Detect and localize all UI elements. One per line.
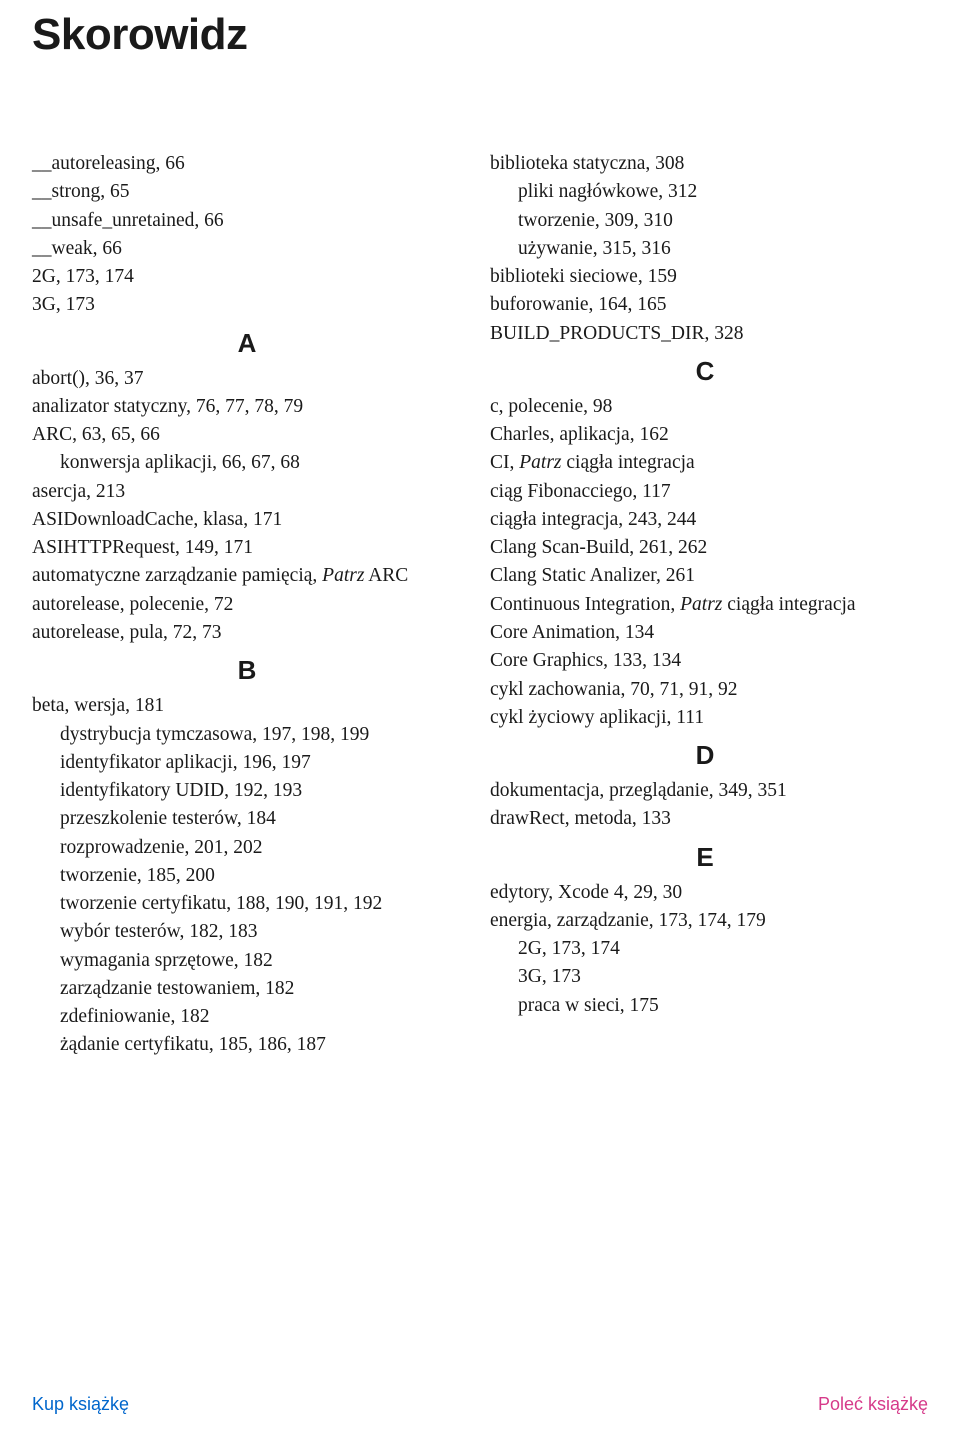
index-entry: edytory, Xcode 4, 29, 30 [490, 879, 920, 907]
index-subentry: konwersja aplikacji, 66, 67, 68 [32, 449, 462, 477]
index-subentry: 3G, 173 [490, 963, 920, 991]
index-entry: Core Animation, 134 [490, 619, 920, 647]
index-entry: drawRect, metoda, 133 [490, 805, 920, 833]
index-entry: ARC, 63, 65, 66 [32, 421, 462, 449]
index-entry: ciągła integracja, 243, 244 [490, 506, 920, 534]
index-subentry: 2G, 173, 174 [490, 935, 920, 963]
index-subentry: identyfikatory UDID, 192, 193 [32, 777, 462, 805]
index-columns: __autoreleasing, 66 __strong, 65 __unsaf… [32, 150, 928, 1060]
section-heading-d: D [490, 740, 920, 771]
index-entry: ASIHTTPRequest, 149, 171 [32, 534, 462, 562]
index-entry: Clang Static Analizer, 261 [490, 562, 920, 590]
entry-text-pre: CI, [490, 452, 519, 473]
page-footer: Kup książkę Poleć książkę [32, 1394, 928, 1415]
entry-text-post: ciągła integracja [562, 452, 695, 473]
index-entry: BUILD_PRODUCTS_DIR, 328 [490, 320, 920, 348]
index-entry: 2G, 173, 174 [32, 263, 462, 291]
index-subentry: dystrybucja tymczasowa, 197, 198, 199 [32, 721, 462, 749]
index-entry: energia, zarządzanie, 173, 174, 179 [490, 907, 920, 935]
index-subentry: pliki nagłówkowe, 312 [490, 178, 920, 206]
index-page: Skorowidz __autoreleasing, 66 __strong, … [0, 0, 960, 1439]
index-entry: automatyczne zarządzanie pamięcią, Patrz… [32, 562, 462, 590]
section-heading-e: E [490, 842, 920, 873]
index-entry: c, polecenie, 98 [490, 393, 920, 421]
recommend-book-link[interactable]: Poleć książkę [818, 1394, 928, 1415]
index-subentry: wybór testerów, 182, 183 [32, 918, 462, 946]
index-entry: __unsafe_unretained, 66 [32, 207, 462, 235]
buy-book-link[interactable]: Kup książkę [32, 1394, 129, 1415]
page-title: Skorowidz [32, 10, 928, 60]
index-subentry: zarządzanie testowaniem, 182 [32, 975, 462, 1003]
entry-text-post: ciągła integracja [722, 594, 855, 615]
index-subentry: tworzenie, 185, 200 [32, 862, 462, 890]
index-entry: analizator statyczny, 76, 77, 78, 79 [32, 393, 462, 421]
index-entry: biblioteka statyczna, 308 [490, 150, 920, 178]
index-entry: cykl zachowania, 70, 71, 91, 92 [490, 676, 920, 704]
index-entry: autorelease, polecenie, 72 [32, 591, 462, 619]
index-subentry: rozprowadzenie, 201, 202 [32, 834, 462, 862]
index-entry: __weak, 66 [32, 235, 462, 263]
index-subentry: praca w sieci, 175 [490, 992, 920, 1020]
index-entry: dokumentacja, przeglądanie, 349, 351 [490, 777, 920, 805]
entry-text-pre: automatyczne zarządzanie pamięcią, [32, 565, 322, 586]
index-entry: Clang Scan-Build, 261, 262 [490, 534, 920, 562]
index-entry: asercja, 213 [32, 478, 462, 506]
entry-italic: Patrz [519, 452, 561, 473]
index-entry: 3G, 173 [32, 291, 462, 319]
index-entry: cykl życiowy aplikacji, 111 [490, 704, 920, 732]
index-entry: __autoreleasing, 66 [32, 150, 462, 178]
index-subentry: wymagania sprzętowe, 182 [32, 947, 462, 975]
section-heading-a: A [32, 328, 462, 359]
index-entry: beta, wersja, 181 [32, 692, 462, 720]
entry-text-pre: Continuous Integration, [490, 594, 680, 615]
index-entry: Charles, aplikacja, 162 [490, 421, 920, 449]
index-subentry: przeszkolenie testerów, 184 [32, 805, 462, 833]
index-entry: autorelease, pula, 72, 73 [32, 619, 462, 647]
index-entry: CI, Patrz ciągła integracja [490, 449, 920, 477]
index-subentry: żądanie certyfikatu, 185, 186, 187 [32, 1031, 462, 1059]
index-subentry: identyfikator aplikacji, 196, 197 [32, 749, 462, 777]
index-entry: ciąg Fibonacciego, 117 [490, 478, 920, 506]
index-subentry: tworzenie certyfikatu, 188, 190, 191, 19… [32, 890, 462, 918]
index-entry: abort(), 36, 37 [32, 365, 462, 393]
section-heading-c: C [490, 356, 920, 387]
entry-italic: Patrz [322, 565, 364, 586]
index-subentry: tworzenie, 309, 310 [490, 207, 920, 235]
index-entry: Continuous Integration, Patrz ciągła int… [490, 591, 920, 619]
section-heading-b: B [32, 655, 462, 686]
index-entry: Core Graphics, 133, 134 [490, 647, 920, 675]
index-entry: __strong, 65 [32, 178, 462, 206]
index-subentry: zdefiniowanie, 182 [32, 1003, 462, 1031]
right-column: biblioteka statyczna, 308 pliki nagłówko… [490, 150, 920, 1060]
index-subentry: używanie, 315, 316 [490, 235, 920, 263]
index-entry: buforowanie, 164, 165 [490, 291, 920, 319]
entry-text-post: ARC [364, 565, 408, 586]
left-column: __autoreleasing, 66 __strong, 65 __unsaf… [32, 150, 462, 1060]
index-entry: ASIDownloadCache, klasa, 171 [32, 506, 462, 534]
index-entry: biblioteki sieciowe, 159 [490, 263, 920, 291]
entry-italic: Patrz [680, 594, 722, 615]
